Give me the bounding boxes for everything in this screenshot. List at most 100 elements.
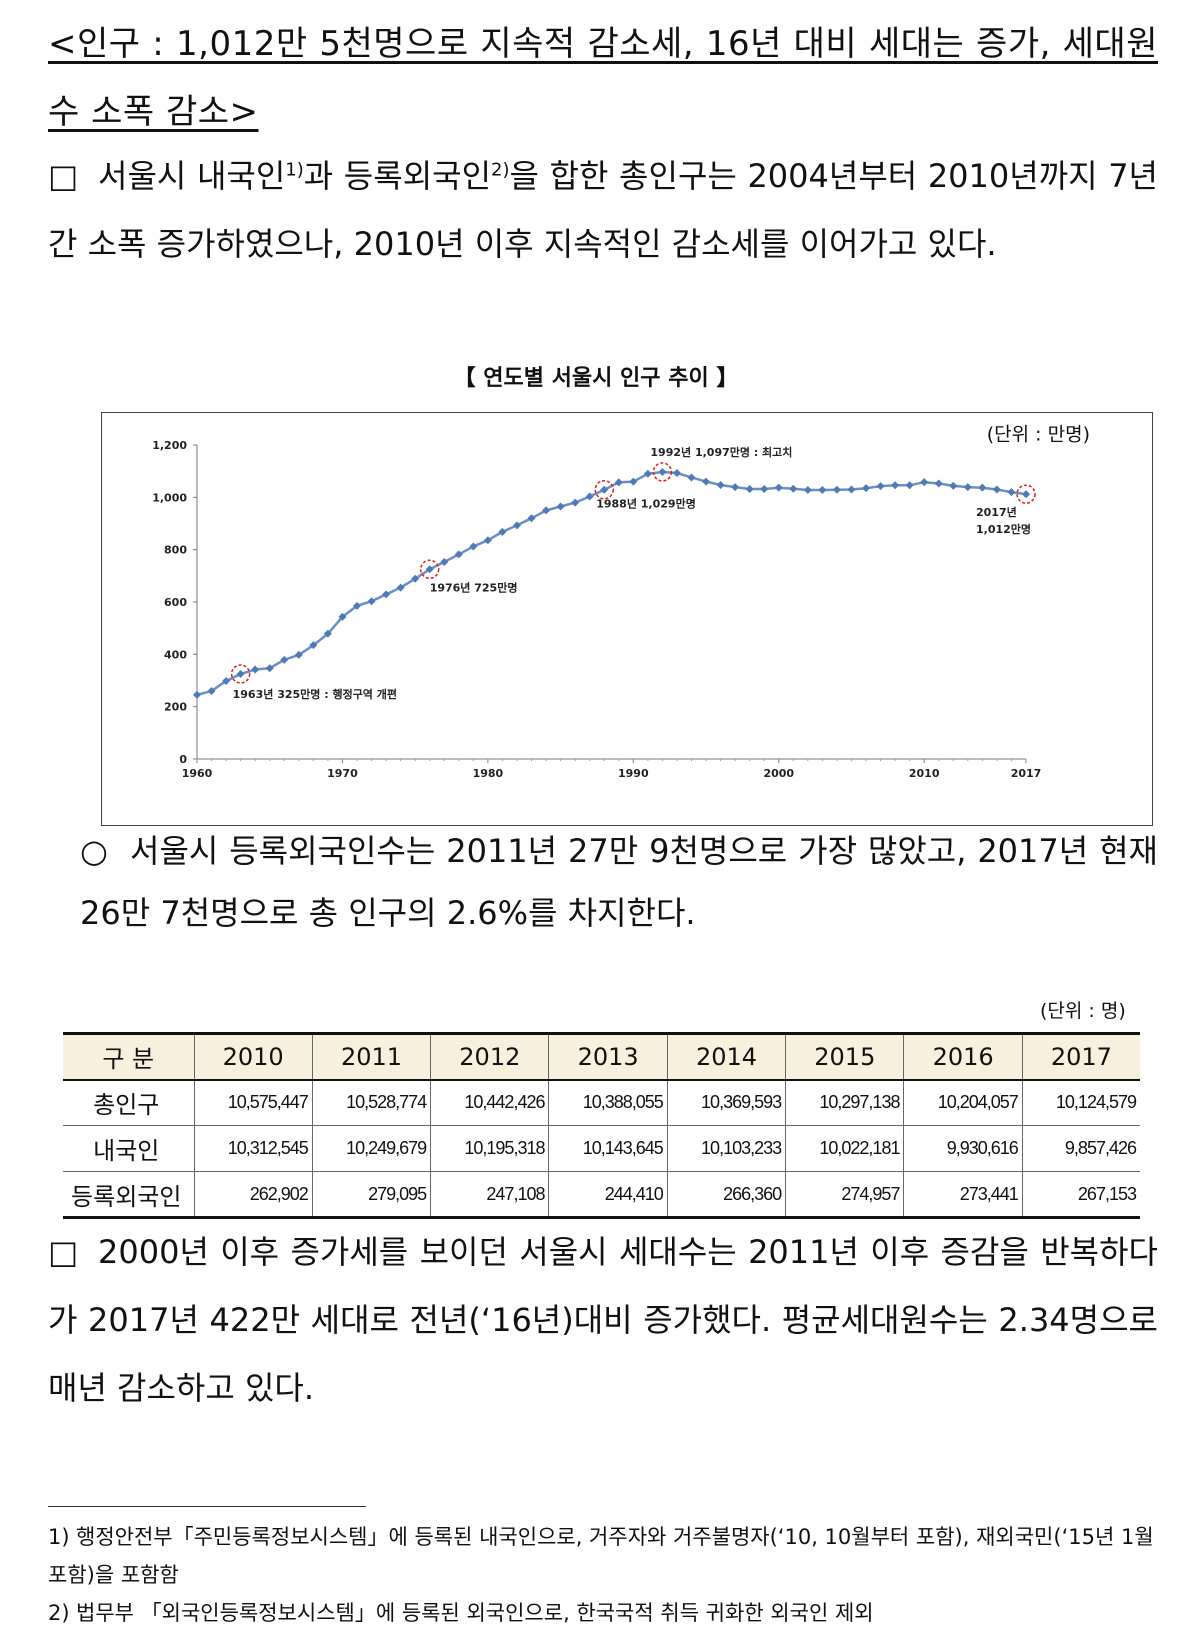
table-cell: 274,957 (785, 1171, 905, 1219)
table-cell: 10,022,181 (785, 1125, 905, 1172)
data-point (702, 477, 711, 486)
data-point (469, 542, 478, 551)
data-point (978, 483, 987, 492)
table-cell: 10,124,579 (1021, 1079, 1140, 1126)
data-point (643, 469, 652, 478)
data-point (745, 484, 754, 493)
y-tick-label: 200 (164, 701, 187, 714)
data-point (585, 492, 594, 501)
data-point (1007, 488, 1016, 497)
data-point (614, 478, 623, 487)
data-point (498, 527, 507, 536)
table-row-label: 총인구 (63, 1079, 195, 1126)
table-header-year: 2017 (1021, 1032, 1140, 1081)
y-tick-label: 400 (164, 648, 187, 661)
data-point (905, 481, 914, 490)
data-point (454, 550, 463, 559)
footnote-number: 2) (48, 1601, 70, 1625)
footnote-1: 1) 행정안전부「주민등록정보시스템」에 등록된 내국인으로, 거주자와 거주불명… (48, 1518, 1158, 1594)
data-point (862, 484, 871, 493)
table-header-year: 2012 (430, 1032, 550, 1081)
chart-title: 【 연도별 서울시 인구 추이 】 (453, 366, 739, 391)
annotation-label: 1963년 325만명 : 행정구역 개편 (233, 687, 397, 701)
data-point (193, 690, 201, 699)
y-tick-label: 1,000 (152, 491, 187, 504)
y-tick-label: 600 (164, 596, 187, 609)
data-point (425, 565, 434, 574)
data-point (774, 483, 783, 492)
data-point (265, 664, 274, 673)
table-row-total: 총인구 10,575,447 10,528,774 10,442,426 10,… (63, 1079, 1140, 1126)
para3-text: 2000년 이후 증가세를 보이던 서울시 세대수는 2011년 이후 증감을 … (48, 1233, 1158, 1407)
table-cell: 273,441 (903, 1171, 1023, 1219)
paragraph-foreigners: ○ 서울시 등록외국인수는 2011년 27만 9천명으로 가장 많았고, 201… (80, 820, 1158, 944)
data-point (367, 597, 376, 606)
table-cell: 9,930,616 (903, 1125, 1023, 1172)
population-chart: (단위 : 만명) 0 200 400 600 800 1,000 1,200 1960 1970… (101, 412, 1153, 826)
table-cell: 10,204,057 (903, 1079, 1023, 1126)
table-row-citizens: 내국인 10,312,545 10,249,679 10,195,318 10,… (63, 1125, 1140, 1172)
section-heading: <인구 : 1,012만 5천명으로 지속적 감소세, 16년 대비 세대는 증… (48, 24, 1158, 132)
data-point (236, 669, 245, 678)
x-tick-label: 1990 (618, 767, 649, 780)
footnote-number: 1) (48, 1525, 70, 1549)
table-cell: 266,360 (666, 1171, 787, 1219)
table-header-year: 2011 (311, 1032, 432, 1081)
table-cell: 10,249,679 (311, 1125, 432, 1172)
table-cell: 247,108 (430, 1171, 550, 1219)
data-point (789, 484, 798, 493)
data-point (483, 536, 492, 545)
data-point (832, 485, 841, 494)
table-cell: 279,095 (311, 1171, 432, 1219)
data-point (731, 483, 740, 492)
para1-text-b: 과 등록외국인 (303, 157, 492, 195)
table-row-label: 등록외국인 (63, 1171, 195, 1219)
table-cell: 10,312,545 (193, 1125, 313, 1172)
table-cell: 10,195,318 (430, 1125, 550, 1172)
y-tick-label: 800 (164, 544, 187, 557)
data-point (512, 521, 521, 530)
data-point (323, 629, 332, 638)
paragraph-population: □ 서울시 내국인1)과 등록외국인2)을 합한 총인구는 2004년부터 201… (48, 142, 1158, 278)
data-point (876, 482, 885, 491)
y-tick-label: 1,200 (152, 439, 187, 452)
population-table: 구 분 2010 2011 2012 2013 2014 2015 2016 2… (63, 1032, 1140, 1219)
table-row-label: 내국인 (63, 1125, 195, 1172)
x-tick-label: 2010 (909, 767, 940, 780)
table-header-year: 2013 (548, 1032, 668, 1081)
data-point (542, 506, 551, 515)
data-point (338, 612, 347, 621)
data-point (207, 686, 216, 695)
para1-text-c: 을 합한 총인구는 2004년부터 2010년까지 7년간 소폭 증가하였으나,… (48, 157, 1158, 263)
annotation-label: 1,012만명 (976, 522, 1031, 536)
data-point (672, 468, 681, 477)
square-bullet: □ (48, 1233, 79, 1271)
data-point (309, 641, 318, 650)
data-point (629, 477, 638, 486)
footnote-text: 행정안전부「주민등록정보시스템」에 등록된 내국인으로, 거주자와 거주불명자(… (48, 1525, 1154, 1587)
table-cell: 262,902 (193, 1171, 313, 1219)
data-point (760, 484, 769, 493)
table-cell: 10,143,645 (548, 1125, 668, 1172)
table-cell: 9,857,426 (1021, 1125, 1140, 1172)
footnote-2: 2) 법무부 「외국인등록정보시스템」에 등록된 외국인으로, 한국국적 취득 귀… (48, 1594, 1158, 1632)
data-point (687, 473, 696, 482)
data-point (440, 557, 449, 566)
table-header-row: 구 분 2010 2011 2012 2013 2014 2015 2016 2… (63, 1032, 1140, 1081)
data-point (992, 485, 1001, 494)
data-point (411, 574, 420, 583)
table-cell: 267,153 (1021, 1171, 1140, 1219)
footnote-ref-2: 2) (491, 159, 510, 181)
data-point (294, 650, 303, 659)
data-point (396, 583, 405, 592)
data-point (251, 665, 260, 674)
data-point (818, 486, 827, 495)
data-point (556, 502, 565, 511)
annotation-label: 1992년 1,097만명 : 최고치 (650, 445, 792, 459)
data-point (963, 483, 972, 492)
data-point (716, 481, 725, 490)
population-line (196, 470, 1027, 697)
highlight-circle (419, 559, 440, 580)
data-point (1022, 490, 1030, 499)
table-cell: 244,410 (548, 1171, 668, 1219)
